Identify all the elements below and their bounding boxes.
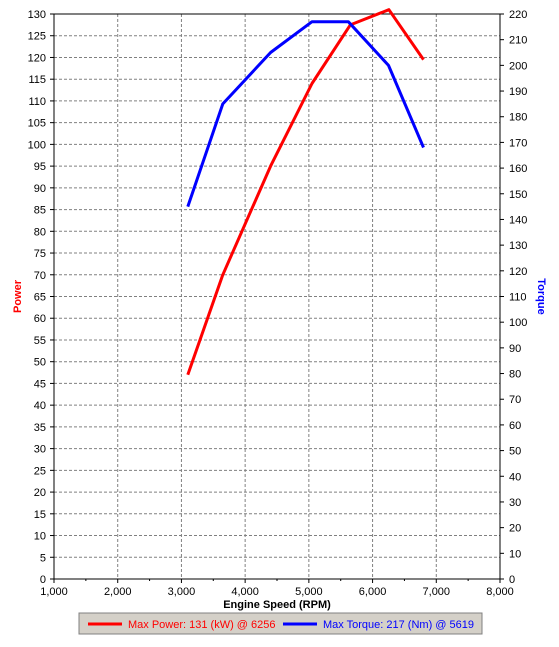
- left-tick-label: 60: [34, 313, 46, 325]
- left-tick-label: 0: [40, 574, 46, 586]
- right-tick-label: 220: [509, 9, 527, 21]
- ticks-layer: 1,000 2,000 3,000 4,000 5,000 6,000 7,000 8,000…: [28, 9, 528, 598]
- right-tick-label: 60: [509, 420, 521, 432]
- left-tick-label: 10: [34, 531, 46, 543]
- right-tick-label: 190: [509, 86, 527, 98]
- right-tick-label: 130: [509, 240, 527, 252]
- left-tick-label: 90: [34, 183, 46, 195]
- power-series-line: [186, 8, 425, 376]
- left-tick-label: 70: [34, 270, 46, 282]
- x-tick-label: 5,000: [295, 586, 323, 598]
- right-tick-label: 70: [509, 394, 521, 406]
- x-tick-label: 4,000: [231, 586, 259, 598]
- right-tick-label: 0: [509, 574, 515, 586]
- right-tick-label: 210: [509, 35, 527, 47]
- left-tick-label: 110: [28, 96, 46, 108]
- right-tick-label: 120: [509, 266, 527, 278]
- series-layer: [186, 8, 425, 376]
- left-tick-label: 5: [40, 552, 46, 564]
- torque-series-line: [186, 20, 425, 208]
- legend-box: [78, 612, 483, 635]
- right-tick-label: 100: [509, 317, 527, 329]
- legend-label-power: Max Power: 131 (kW) @ 6256: [128, 619, 276, 631]
- left-tick-label: 80: [34, 226, 46, 238]
- left-tick-label: 35: [34, 422, 46, 434]
- left-tick-label: 40: [34, 400, 46, 412]
- left-tick-label: 55: [34, 335, 46, 347]
- left-tick-label: 65: [34, 292, 46, 304]
- x-tick-label: 6,000: [359, 586, 387, 598]
- left-tick-label: 20: [34, 487, 46, 499]
- right-tick-label: 20: [509, 523, 521, 535]
- left-tick-label: 105: [28, 118, 46, 130]
- x-tick-label: 8,000: [486, 586, 514, 598]
- x-tick-label: 3,000: [168, 586, 196, 598]
- legend: Max Power: 131 (kW) @ 6256 Max Torque: 2…: [78, 612, 483, 635]
- left-tick-label: 45: [34, 378, 46, 390]
- left-tick-label: 120: [28, 52, 46, 64]
- right-tick-label: 50: [509, 446, 521, 458]
- x-tick-label: 1,000: [40, 586, 68, 598]
- right-tick-label: 110: [509, 292, 527, 304]
- right-tick-label: 200: [509, 60, 527, 72]
- left-tick-label: 50: [34, 357, 46, 369]
- x-tick-label: 7,000: [423, 586, 451, 598]
- right-tick-label: 140: [509, 214, 527, 226]
- right-tick-label: 90: [509, 343, 521, 355]
- right-tick-label: 30: [509, 497, 521, 509]
- right-tick-label: 10: [509, 548, 521, 560]
- left-tick-label: 100: [28, 139, 46, 151]
- left-tick-label: 85: [34, 205, 46, 217]
- grid-layer: [54, 14, 500, 579]
- right-tick-label: 150: [509, 189, 527, 201]
- left-tick-label: 30: [34, 444, 46, 456]
- left-tick-label: 125: [28, 31, 46, 43]
- left-tick-label: 115: [28, 74, 46, 86]
- right-tick-label: 160: [509, 163, 527, 175]
- right-axis-title: Torque: [535, 278, 547, 314]
- x-axis-title: Engine Speed (RPM): [223, 599, 331, 611]
- legend-label-torque: Max Torque: 217 (Nm) @ 5619: [323, 619, 474, 631]
- right-tick-label: 80: [509, 369, 521, 381]
- left-tick-label: 130: [28, 9, 46, 21]
- left-tick-label: 75: [34, 248, 46, 260]
- x-tick-label: 2,000: [104, 586, 132, 598]
- left-axis-title: Power: [12, 279, 24, 313]
- left-tick-label: 25: [34, 465, 46, 477]
- right-tick-label: 180: [509, 112, 527, 124]
- right-tick-label: 40: [509, 471, 521, 483]
- left-tick-label: 95: [34, 161, 46, 173]
- right-tick-label: 170: [509, 137, 527, 149]
- left-tick-label: 15: [34, 509, 46, 521]
